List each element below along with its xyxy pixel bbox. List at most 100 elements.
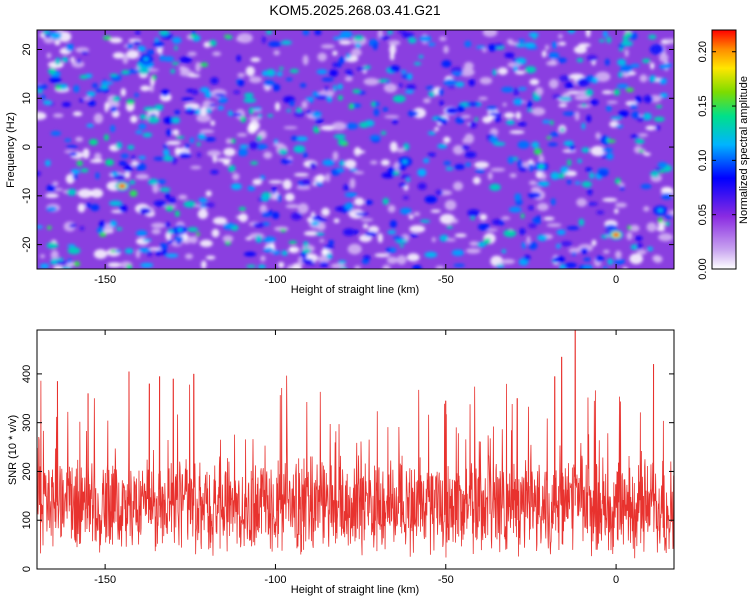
heatmap-cell	[518, 258, 529, 266]
heatmap-cell	[227, 110, 233, 117]
heatmap-cell	[230, 183, 242, 190]
heatmap-cell	[178, 152, 192, 158]
heatmap-cell	[245, 237, 253, 241]
heatmap-cell	[289, 247, 294, 252]
heatmap-cell	[562, 111, 576, 116]
heatmap-cell	[314, 30, 322, 36]
heatmap-cell	[76, 160, 83, 167]
heatmap-cell	[659, 92, 668, 99]
heatmap-cell	[517, 140, 530, 149]
heatmap-cell	[155, 249, 162, 256]
heatmap-cell	[465, 248, 481, 254]
heatmap-cell	[224, 241, 231, 246]
heatmap-cell	[86, 91, 96, 97]
heatmap-cell	[217, 105, 224, 111]
heatmap-cell	[309, 162, 317, 170]
heatmap-cell	[163, 155, 173, 162]
heatmap-peak	[657, 208, 663, 213]
heatmap-cell	[646, 246, 654, 252]
colorbar-label: Normalized spectral amplitude	[738, 76, 750, 224]
heatmap-cell	[236, 55, 241, 62]
heatmap-cell	[567, 30, 576, 34]
heatmap-cell	[316, 69, 328, 75]
heatmap-cell	[417, 168, 427, 177]
heatmap-cell	[245, 66, 255, 77]
heatmap-cell	[159, 187, 171, 192]
heatmap-cell	[248, 120, 260, 131]
heatmap-cell	[342, 228, 356, 237]
heatmap-cell	[578, 218, 585, 227]
spectrogram-frame	[36, 29, 675, 270]
heatmap-cell	[163, 143, 168, 149]
heatmap-cell	[407, 73, 413, 81]
heatmap-cell	[657, 161, 668, 168]
heatmap-cell	[237, 72, 246, 78]
heatmap-cell	[96, 227, 105, 234]
colorbar-tick-label: 0.15	[697, 95, 709, 116]
heatmap-cell	[65, 43, 74, 52]
heatmap-cell	[272, 83, 281, 92]
heatmap-cell	[140, 262, 154, 268]
heatmap-cell	[319, 261, 329, 267]
heatmap-cell	[70, 56, 75, 63]
heatmap-cell	[640, 183, 652, 189]
heatmap-cell	[77, 188, 93, 199]
heatmap-cell	[196, 232, 200, 237]
heatmap-cell	[482, 30, 498, 38]
heatmap-cell	[86, 123, 94, 128]
heatmap-cell	[173, 236, 184, 242]
heatmap-cell	[493, 141, 506, 146]
heatmap-cell	[165, 192, 170, 200]
heatmap-cell	[65, 173, 75, 184]
heatmap-cell	[400, 207, 412, 215]
heatmap-cell	[660, 186, 673, 194]
heatmap-cell	[232, 112, 242, 117]
heatmap-cell	[515, 111, 522, 120]
heatmap-cell	[373, 108, 380, 117]
heatmap-cell	[107, 262, 122, 268]
heatmap-cell	[165, 253, 179, 258]
heatmap-cell	[456, 104, 465, 113]
heatmap-cell	[352, 89, 361, 94]
heatmap-cell	[547, 142, 558, 147]
heatmap-cell	[48, 67, 57, 75]
heatmap-cell	[273, 139, 279, 145]
heatmap-cell	[573, 45, 587, 54]
heatmap-cell	[199, 239, 213, 248]
heatmap-cell	[501, 216, 511, 221]
heatmap-cell	[338, 160, 346, 167]
heatmap-cell	[127, 144, 135, 150]
heatmap-peak	[143, 57, 149, 62]
heatmap-cell	[587, 188, 593, 196]
y-tick-label: 10	[21, 92, 33, 104]
heatmap-cell	[151, 74, 157, 81]
heatmap-cell	[634, 95, 642, 104]
heatmap-cell	[604, 224, 618, 230]
heatmap-cell	[208, 103, 217, 107]
heatmap-cell	[39, 263, 50, 269]
heatmap-cell	[328, 239, 335, 246]
heatmap-cell	[446, 225, 453, 229]
heatmap-cell	[495, 263, 505, 268]
x-tick-label: 0	[613, 274, 619, 286]
heatmap-cell	[110, 171, 119, 177]
heatmap-cell	[492, 69, 497, 76]
heatmap-cell	[566, 90, 582, 95]
heatmap-cell	[186, 106, 192, 111]
heatmap-peak	[119, 184, 125, 188]
heatmap-cell	[617, 58, 627, 66]
heatmap-cell	[643, 95, 654, 104]
heatmap-cell	[581, 181, 592, 188]
heatmap-cell	[282, 179, 292, 190]
heatmap-cell	[556, 229, 566, 236]
heatmap-cell	[294, 173, 309, 177]
colorbar-tick-label: 0.10	[697, 150, 709, 171]
heatmap-cell	[347, 243, 362, 255]
colorbar-axis: 0.00 0.05 0.10 0.15 0.20	[697, 41, 736, 280]
heatmap-cell	[424, 195, 438, 204]
heatmap-cell	[82, 148, 90, 159]
heatmap-cell	[493, 116, 502, 123]
heatmap-cell	[354, 229, 359, 235]
y-tick-label: 0	[21, 566, 33, 572]
